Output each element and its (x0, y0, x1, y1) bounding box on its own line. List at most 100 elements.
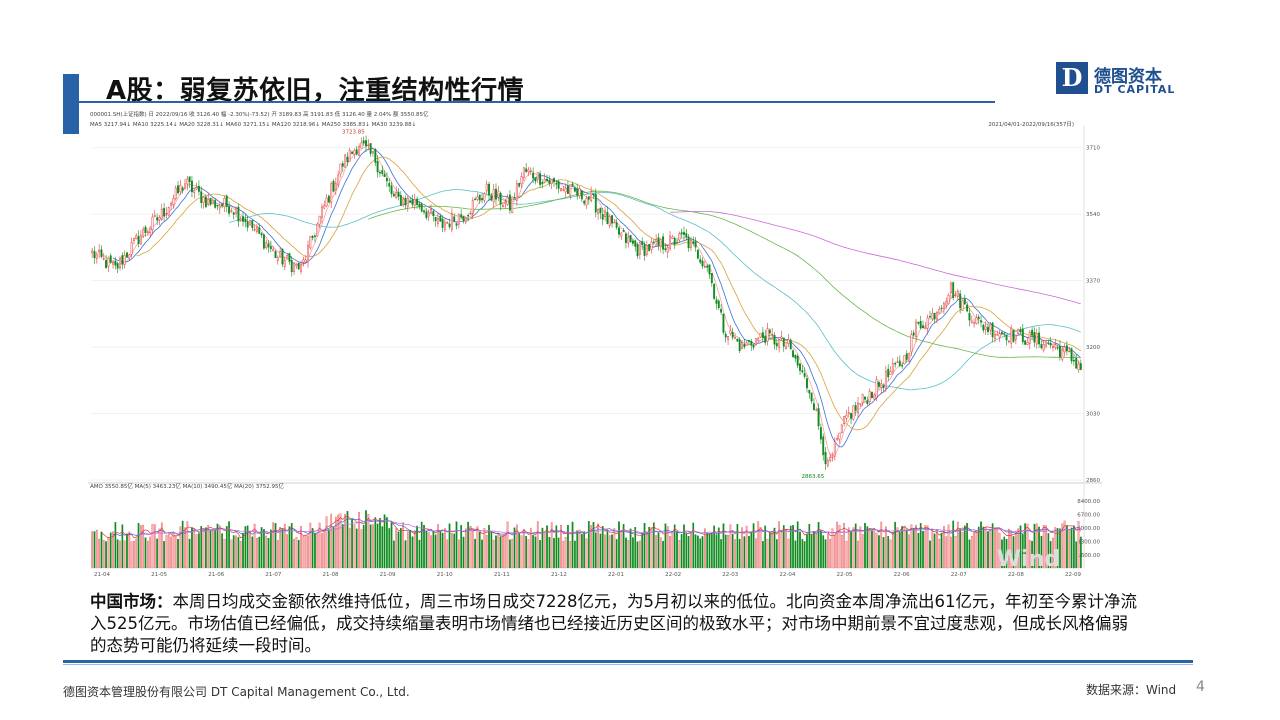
candle-body (499, 192, 502, 205)
volume-bar (590, 525, 592, 569)
volume-bar (564, 536, 567, 569)
volume-bar (659, 537, 662, 569)
candle-body (146, 231, 149, 233)
volume-bar (687, 535, 690, 569)
candle-body (940, 307, 943, 310)
volume-bar (792, 525, 794, 569)
volume-bar (335, 516, 337, 569)
volume-bar (956, 521, 959, 569)
candle-body (457, 214, 460, 225)
volume-bar (100, 531, 103, 569)
volume-bar (216, 523, 219, 569)
volume-bar (265, 535, 268, 569)
candle-body (404, 198, 407, 206)
volume-bar (991, 523, 994, 569)
candle-body (926, 317, 929, 329)
candle-body (692, 241, 695, 244)
volume-bar (272, 522, 275, 569)
candle-body (1014, 334, 1017, 340)
volume-bar (309, 522, 312, 569)
volume-bar (713, 525, 715, 569)
volume-bar (344, 514, 346, 569)
candle-body (980, 320, 982, 323)
volume-bar (156, 538, 158, 569)
volume-bar (722, 523, 725, 569)
candle-body (687, 236, 690, 249)
candle-body (522, 167, 525, 178)
volume-bar (652, 522, 655, 569)
x-tick-label: 21-12 (551, 572, 567, 578)
candle-body (529, 170, 532, 173)
candle-body (392, 193, 395, 197)
candle-body (98, 249, 101, 253)
volume-bar (984, 527, 987, 569)
commentary-label: 中国市场： (90, 592, 173, 611)
candle-body (662, 236, 665, 250)
volume-bar (959, 528, 962, 569)
candle-body (803, 373, 806, 377)
candle-body (1031, 329, 1034, 336)
candle-body (488, 183, 490, 196)
volume-bar (321, 533, 323, 569)
candle-body (497, 190, 500, 198)
volume-bar (752, 523, 755, 569)
volume-bar (1028, 539, 1031, 569)
volume-bar (399, 528, 402, 569)
volume-bar (715, 534, 718, 569)
volume-bar (381, 526, 384, 569)
volume-bar (750, 531, 753, 569)
candle-body (915, 321, 918, 337)
candle-body (638, 242, 641, 255)
candle-body (569, 184, 572, 196)
volume-bar (787, 538, 790, 569)
volume-bar (235, 535, 237, 569)
candle-body (246, 221, 249, 228)
volume-bar (562, 540, 565, 569)
volume-bar (581, 534, 583, 569)
candle-body (659, 239, 662, 248)
candle-body (903, 355, 906, 365)
candle-body (420, 204, 423, 212)
volume-bar (762, 541, 764, 569)
candle-body (1000, 332, 1003, 334)
footer-rule (63, 660, 1193, 663)
x-tick-label: 22-08 (1008, 572, 1024, 578)
candle-body (411, 199, 414, 205)
volume-bar (724, 534, 727, 569)
volume-bar (878, 535, 880, 569)
volume-bar (567, 525, 569, 569)
candle-body (773, 334, 776, 345)
candle-body (794, 354, 797, 359)
candle-body (534, 177, 537, 182)
candle-body (571, 183, 574, 186)
volume-bar (402, 522, 404, 569)
volume-bar (806, 534, 808, 569)
volume-bar (437, 524, 439, 569)
volume-bar (1068, 530, 1071, 569)
volume-bar (211, 530, 214, 569)
volume-bar (815, 533, 818, 569)
candle-body (768, 329, 771, 334)
volume-bar (163, 541, 165, 569)
volume-bar (416, 525, 418, 569)
candle-body (214, 200, 217, 208)
volume-bar (502, 534, 504, 569)
candle-body (374, 148, 377, 163)
volume-bar (831, 528, 834, 569)
volume-bar (706, 533, 709, 569)
candle-body (515, 183, 518, 201)
volume-bar (720, 539, 722, 569)
volume-bar (550, 522, 553, 569)
volume-bar (439, 530, 442, 569)
volume-bar (328, 529, 330, 569)
candle-body (481, 198, 484, 201)
candle-body (808, 389, 811, 394)
candle-body (513, 197, 516, 199)
candle-body (977, 316, 980, 319)
volume-bar (114, 522, 117, 569)
candle-body (223, 197, 226, 208)
candle-body (685, 233, 688, 238)
commentary-text: 本周日均成交金额依然维持低位，周三市场日成交7228亿元，为5月初以来的低位。北… (90, 592, 1137, 655)
candle-body (717, 300, 720, 308)
candle-body (585, 198, 588, 206)
